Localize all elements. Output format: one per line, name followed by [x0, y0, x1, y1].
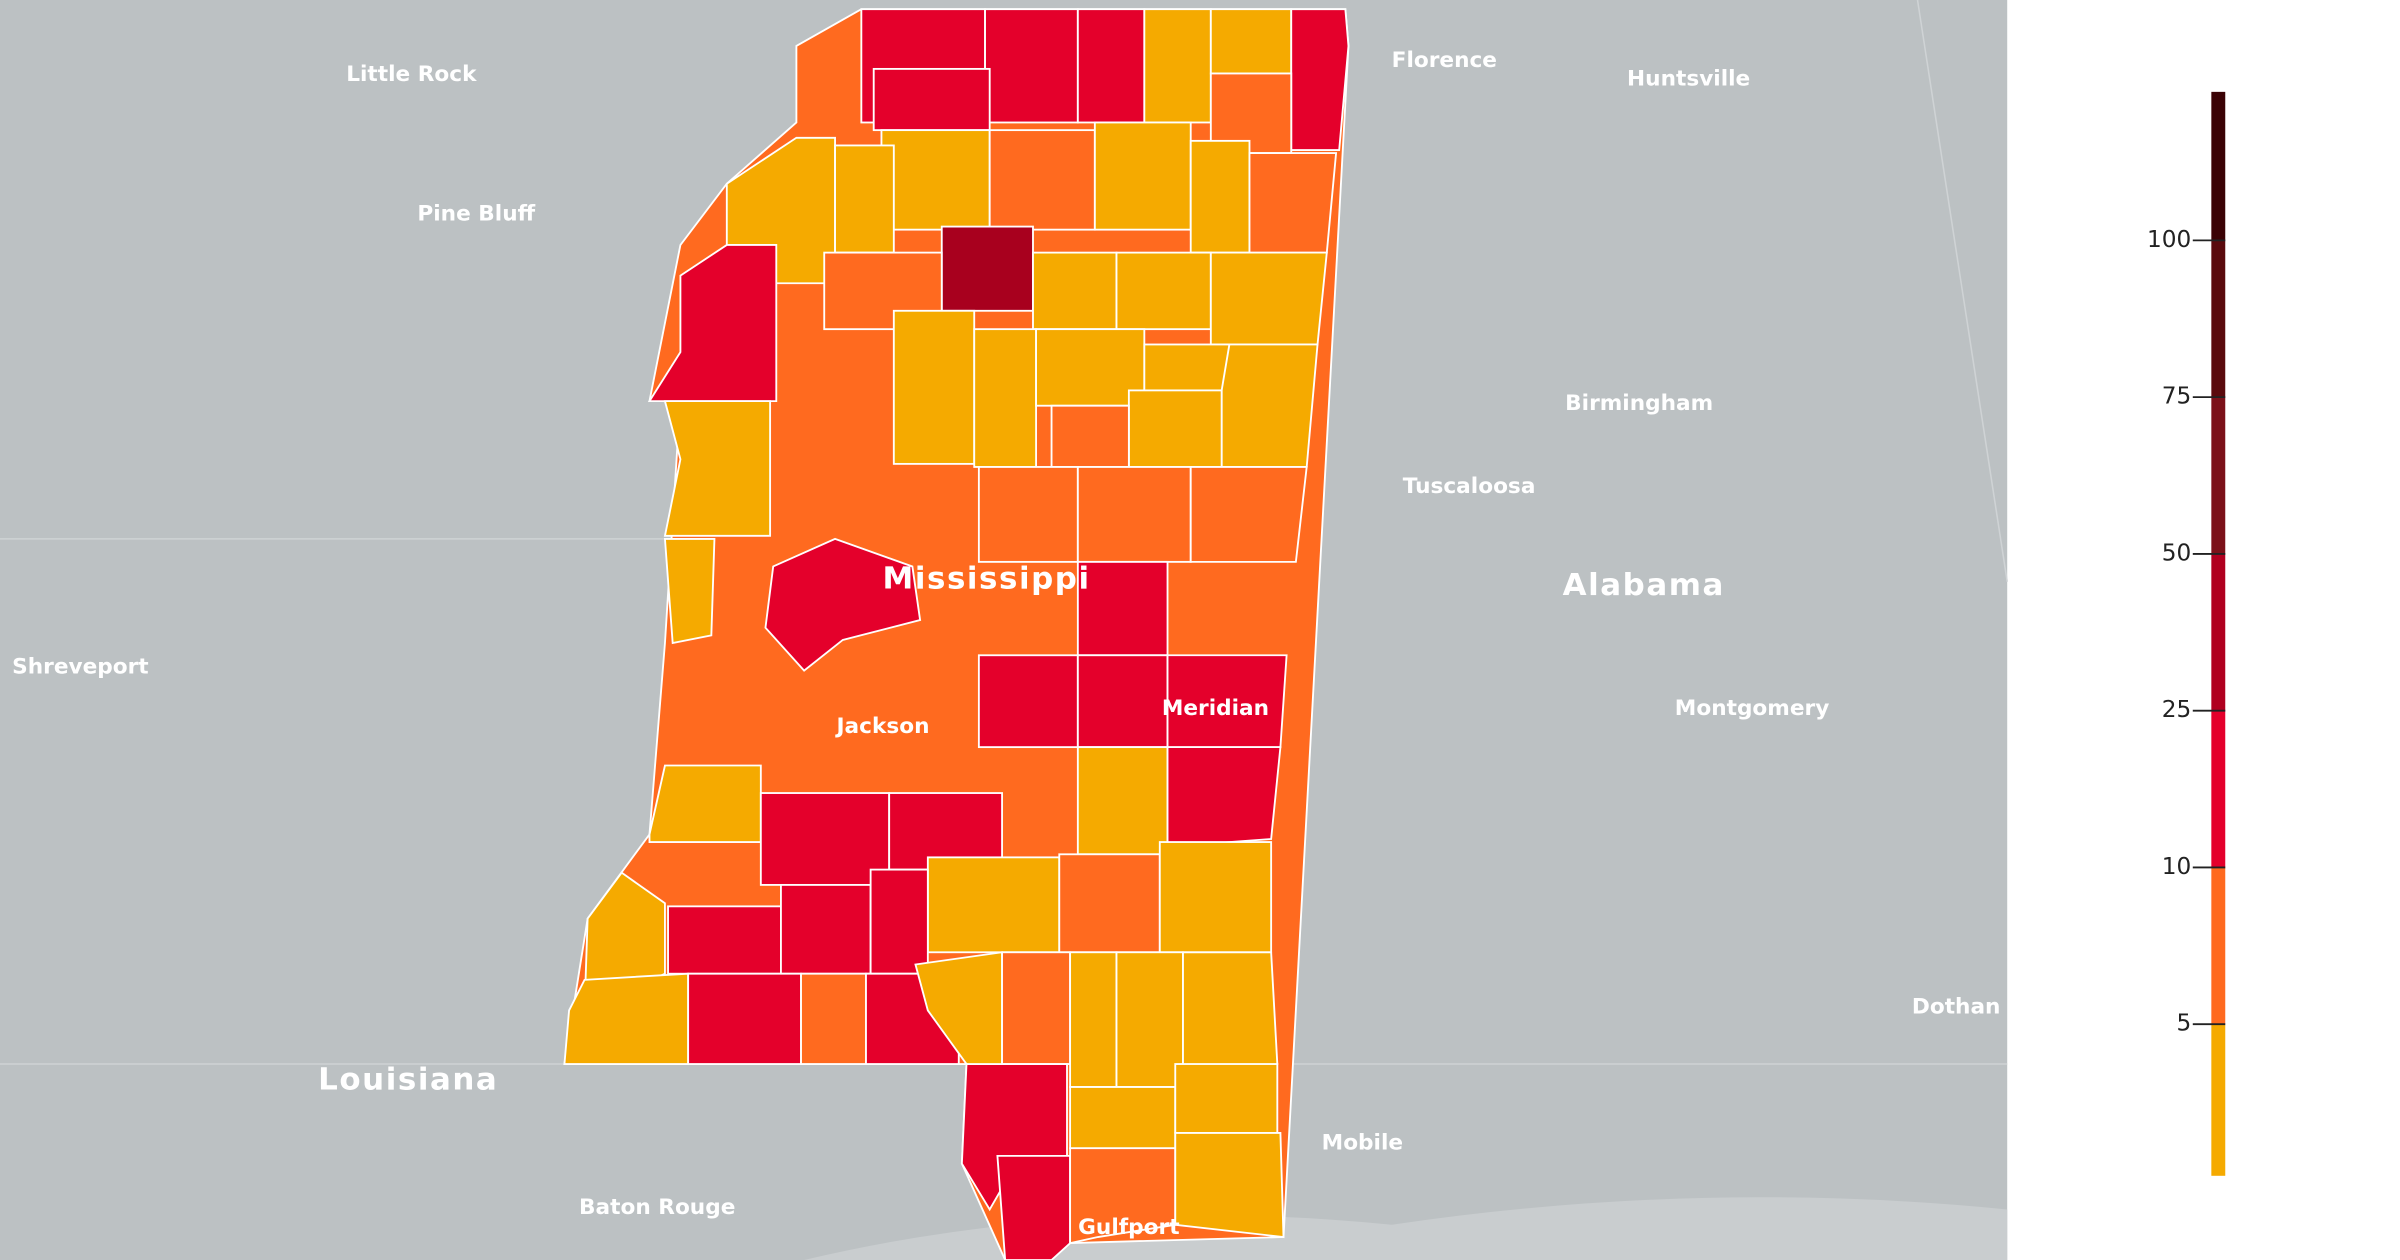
legend-swatch — [2211, 553, 2226, 711]
county — [869, 868, 929, 975]
county — [1209, 251, 1328, 346]
state-border — [1916, 0, 2008, 582]
place-label: Shreveport — [12, 655, 148, 680]
legend-tick-label: 10 — [2162, 854, 2192, 880]
legend-swatch — [2211, 397, 2226, 554]
county — [1209, 72, 1293, 155]
county — [1189, 139, 1251, 254]
place-label: Birmingham — [1565, 391, 1713, 416]
county — [687, 972, 802, 1065]
county — [648, 764, 762, 843]
borders — [0, 0, 2008, 1065]
county — [1076, 560, 1169, 657]
gulf-water — [804, 1197, 2008, 1260]
county — [1093, 121, 1192, 231]
legend: 100 75 50 25 10 5 — [2147, 91, 2226, 1176]
place-label: Gulfport — [1078, 1215, 1179, 1240]
county — [1143, 343, 1231, 392]
place-label: Little Rock — [346, 62, 477, 87]
county — [1032, 251, 1118, 331]
county — [1166, 746, 1282, 848]
state-label: Alabama — [1563, 567, 1725, 603]
county — [1076, 654, 1169, 749]
state-label: Mississippi — [883, 561, 1091, 597]
county — [1174, 1132, 1285, 1239]
county — [872, 67, 991, 132]
legend-tick-label: 50 — [2162, 540, 2192, 566]
county — [1035, 328, 1146, 407]
county — [1058, 853, 1161, 954]
county — [996, 1154, 1072, 1260]
legend-swatch — [2211, 1024, 2226, 1176]
place-label: Meridian — [1162, 696, 1269, 721]
county — [834, 144, 895, 254]
legend-swatch — [2211, 710, 2226, 868]
county — [1069, 1086, 1177, 1150]
county — [1209, 8, 1293, 75]
county — [984, 8, 1079, 124]
legend-swatch — [2211, 91, 2226, 241]
county — [1248, 152, 1338, 254]
county — [1290, 8, 1350, 151]
legend-swatch — [2211, 867, 2226, 1025]
county — [800, 972, 867, 1065]
county — [1115, 951, 1184, 1088]
county — [1050, 404, 1130, 468]
county — [1069, 1147, 1177, 1245]
legend-tick-label: 75 — [2162, 384, 2192, 410]
county — [926, 856, 1061, 954]
place-label: Montgomery — [1675, 696, 1830, 721]
county — [1076, 746, 1169, 856]
county — [563, 972, 690, 1065]
county — [1158, 841, 1273, 954]
county — [988, 129, 1096, 231]
place-label: Dothan — [1912, 994, 2001, 1019]
county — [667, 905, 782, 975]
county — [1076, 466, 1192, 563]
county — [663, 400, 772, 537]
county — [780, 883, 872, 975]
county — [892, 309, 976, 465]
county — [1115, 251, 1212, 331]
place-label: Mobile — [1322, 1131, 1403, 1156]
place-label: Jackson — [834, 714, 929, 739]
county — [1143, 8, 1212, 124]
county — [647, 244, 778, 403]
county — [977, 466, 1079, 563]
county — [940, 225, 1034, 312]
county — [1174, 1063, 1279, 1134]
place-labels: Little Rock Pine Bluff Shreveport Louisi… — [12, 48, 2000, 1239]
place-label: Pine Bluff — [417, 201, 535, 226]
legend-tick-label: 25 — [2162, 697, 2192, 723]
county — [1127, 389, 1223, 468]
counties — [563, 8, 1350, 1260]
county — [1220, 343, 1319, 468]
county — [1076, 8, 1146, 124]
legend-tick-label: 5 — [2176, 1011, 2191, 1037]
state-label: Louisiana — [318, 1061, 498, 1097]
place-label: Tuscaloosa — [1403, 474, 1536, 499]
place-label: Florence — [1392, 48, 1497, 73]
place-label: Baton Rouge — [579, 1195, 735, 1220]
county — [1189, 466, 1308, 563]
county — [1069, 951, 1118, 1088]
county — [764, 537, 922, 672]
county — [1001, 951, 1072, 1065]
county — [880, 129, 991, 231]
legend-swatch — [2211, 240, 2226, 398]
county — [977, 654, 1079, 749]
legend-tick-label: 100 — [2147, 227, 2191, 253]
county — [973, 328, 1038, 468]
place-label: Huntsville — [1627, 67, 1750, 92]
county — [663, 537, 716, 645]
